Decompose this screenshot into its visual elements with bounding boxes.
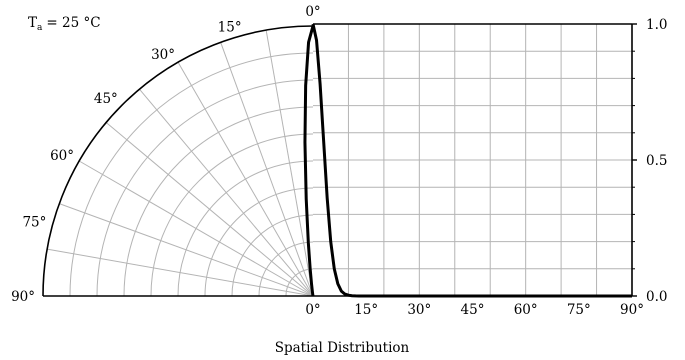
x-tick-label: 75° <box>567 302 591 318</box>
polar-series-line <box>303 25 315 298</box>
polar-grid-arc <box>150 133 314 297</box>
polar-angle-label: 75° <box>22 215 46 231</box>
condition-symbol: T <box>28 15 37 31</box>
polar-grid-spoke <box>220 42 314 297</box>
polar-grid-spoke <box>78 160 314 297</box>
polar-grid-arc <box>204 187 314 297</box>
polar-angle-label: 60° <box>50 148 74 164</box>
polar-grid <box>47 30 314 297</box>
y-tick-label: 0.5 <box>646 153 667 169</box>
polar-grid-arc <box>123 106 314 297</box>
x-tick-label: 90° <box>620 302 644 318</box>
polar-grid-arc <box>177 160 314 297</box>
polar-grid-arc <box>96 79 314 297</box>
polar-outer-arc <box>42 25 314 297</box>
condition-value: = 25 °C <box>46 15 100 31</box>
condition-subscript: a <box>37 23 43 33</box>
condition-label: Ta = 25 °C <box>28 15 101 33</box>
polar-grid-arc <box>69 52 314 297</box>
polar-angle-label: 30° <box>151 47 175 63</box>
polar-grid-spoke <box>105 122 314 297</box>
x-tick-label: 15° <box>354 302 378 318</box>
polar-angle-label: 0° <box>305 4 320 20</box>
x-tick-label: 60° <box>514 302 538 318</box>
x-axis-title: Spatial Distribution <box>275 340 410 356</box>
polar-angle-label: 45° <box>94 91 118 107</box>
polar-angle-label: 90° <box>11 289 35 305</box>
y-tick-label: 1.0 <box>646 17 667 33</box>
data-curves <box>303 23 632 298</box>
chart-labels: 0° 15° 30° 45° 60° 75° 90° 0° 15° 30° 45° 60° 75° 90°… <box>11 4 667 318</box>
polar-grid-spoke <box>177 61 314 297</box>
polar-grid-spoke <box>59 203 314 297</box>
polar-grid-spoke <box>139 88 314 297</box>
x-tick-label: 30° <box>407 302 431 318</box>
cartesian-series-line <box>311 23 632 298</box>
y-tick-label: 0.0 <box>646 289 667 305</box>
polar-grid-arc <box>258 241 314 297</box>
x-tick-label: 45° <box>461 302 485 318</box>
cartesian-grid <box>313 24 632 296</box>
polar-angle-label: 15° <box>218 19 242 35</box>
x-tick-label: 0° <box>305 302 320 318</box>
polar-grid-spoke <box>265 30 314 297</box>
polar-grid-arc <box>231 214 314 297</box>
polar-grid-spoke <box>47 248 314 297</box>
